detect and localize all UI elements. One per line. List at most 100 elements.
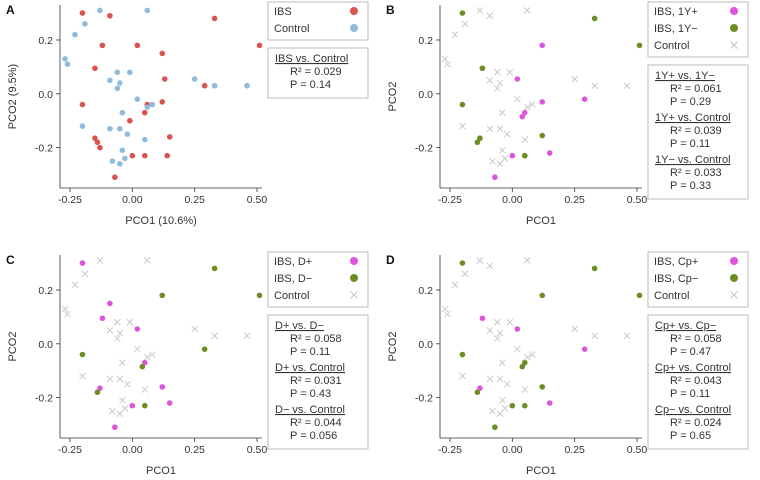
stats-title: 1Y+ vs. Control	[655, 112, 731, 124]
data-point	[112, 174, 118, 181]
data-point-control	[461, 20, 469, 28]
stats-p: P = 0.11	[670, 138, 710, 150]
legend-entry-label: IBS, 1Y−	[654, 23, 698, 35]
data-point	[79, 260, 86, 266]
legend-cross-icon	[350, 291, 358, 299]
data-point-control	[623, 82, 631, 90]
stats-r2: R² = 0.029	[290, 66, 342, 78]
data-point	[492, 174, 498, 181]
data-point	[141, 152, 148, 159]
legend-dot-icon	[350, 274, 358, 282]
data-point-control	[496, 375, 504, 383]
stats-title: D+ vs. Control	[275, 362, 345, 374]
data-point-control	[498, 146, 506, 154]
data-point-control	[211, 332, 218, 340]
data-point	[117, 80, 123, 86]
data-point-control	[143, 257, 151, 264]
data-point	[97, 385, 103, 392]
data-point	[546, 150, 553, 156]
data-point-control	[114, 335, 121, 342]
data-point-control	[494, 335, 501, 342]
stats-title: IBS vs. Control	[275, 53, 348, 65]
x-axis-label: PCO1	[146, 465, 176, 477]
data-point-control	[571, 75, 579, 83]
x-axis-label: PCO1	[526, 215, 556, 227]
data-point	[159, 292, 166, 299]
x-tick-label: 0.50	[247, 194, 268, 206]
data-point-control	[106, 326, 114, 334]
data-point	[94, 389, 101, 396]
data-point-control	[498, 359, 506, 367]
data-point	[141, 402, 148, 409]
y-tick-label: -0.2	[415, 393, 433, 405]
data-point-control	[123, 380, 131, 388]
stats-r2: R² = 0.033	[670, 167, 722, 179]
data-point	[521, 402, 528, 409]
data-point	[107, 12, 113, 19]
data-point	[107, 125, 113, 132]
data-point	[139, 363, 146, 370]
y-tick-label: 0.2	[418, 35, 433, 47]
panel-label: A	[6, 3, 15, 17]
data-point	[97, 144, 103, 151]
data-point-control	[513, 345, 521, 353]
data-point-control	[498, 109, 506, 117]
data-point-control	[106, 375, 114, 383]
data-point	[159, 384, 166, 390]
data-point-control	[486, 125, 494, 133]
data-point	[107, 300, 113, 307]
data-point-control	[521, 386, 529, 393]
y-tick-label: -0.2	[415, 143, 433, 155]
stats-p: P = 0.47	[670, 346, 711, 358]
data-point	[479, 65, 486, 72]
stats-p: P = 0.65	[670, 430, 711, 442]
stats-r2: R² = 0.039	[670, 125, 722, 137]
data-point	[127, 69, 133, 76]
data-point	[211, 15, 218, 22]
data-point	[122, 155, 128, 162]
stats-r2: R² = 0.058	[290, 333, 342, 345]
x-tick-label: 0.50	[247, 444, 268, 456]
data-point	[479, 315, 486, 322]
x-tick-label: 0.25	[184, 194, 205, 206]
x-axis-label: PCO1	[526, 465, 556, 477]
legend-dot-icon	[730, 24, 738, 32]
data-point	[519, 363, 526, 370]
data-point-control	[523, 103, 531, 111]
panel-label: C	[6, 253, 15, 267]
data-point-control	[71, 281, 79, 288]
x-tick-label: -0.25	[438, 194, 462, 206]
legend-entry-label: Control	[654, 290, 689, 302]
data-point-control	[501, 155, 509, 162]
data-point-control	[118, 359, 126, 367]
y-tick-label: 0.0	[418, 89, 433, 101]
data-point	[134, 326, 141, 332]
data-point	[79, 351, 86, 358]
data-point-control	[496, 125, 504, 133]
data-point	[79, 10, 86, 16]
data-point	[62, 56, 68, 62]
data-point-control	[109, 407, 116, 415]
data-point-control	[494, 68, 501, 76]
data-point-control	[476, 257, 484, 264]
data-point	[521, 359, 528, 366]
x-tick-label: 0.50	[627, 194, 648, 206]
panel-c: C -0.25 0.00 0.25 0.50 -0.2 0.0 0.2 PCO1 PCO2 IBS,…	[6, 251, 369, 477]
y-tick-label: -0.2	[35, 143, 53, 155]
legend-entry-label: Control	[654, 40, 689, 52]
data-point	[492, 424, 498, 431]
data-point	[119, 109, 126, 116]
data-point-control	[64, 310, 71, 318]
stats-r2: R² = 0.024	[670, 417, 722, 429]
y-tick-label: 0.2	[418, 285, 433, 297]
data-point-control	[506, 318, 514, 326]
data-point	[149, 101, 156, 108]
data-point	[92, 65, 98, 72]
stats-box	[647, 64, 749, 200]
data-point-control	[441, 305, 449, 313]
data-point	[166, 134, 173, 140]
data-point	[539, 99, 546, 105]
panel-label: D	[386, 253, 395, 267]
data-point-control	[494, 318, 501, 326]
